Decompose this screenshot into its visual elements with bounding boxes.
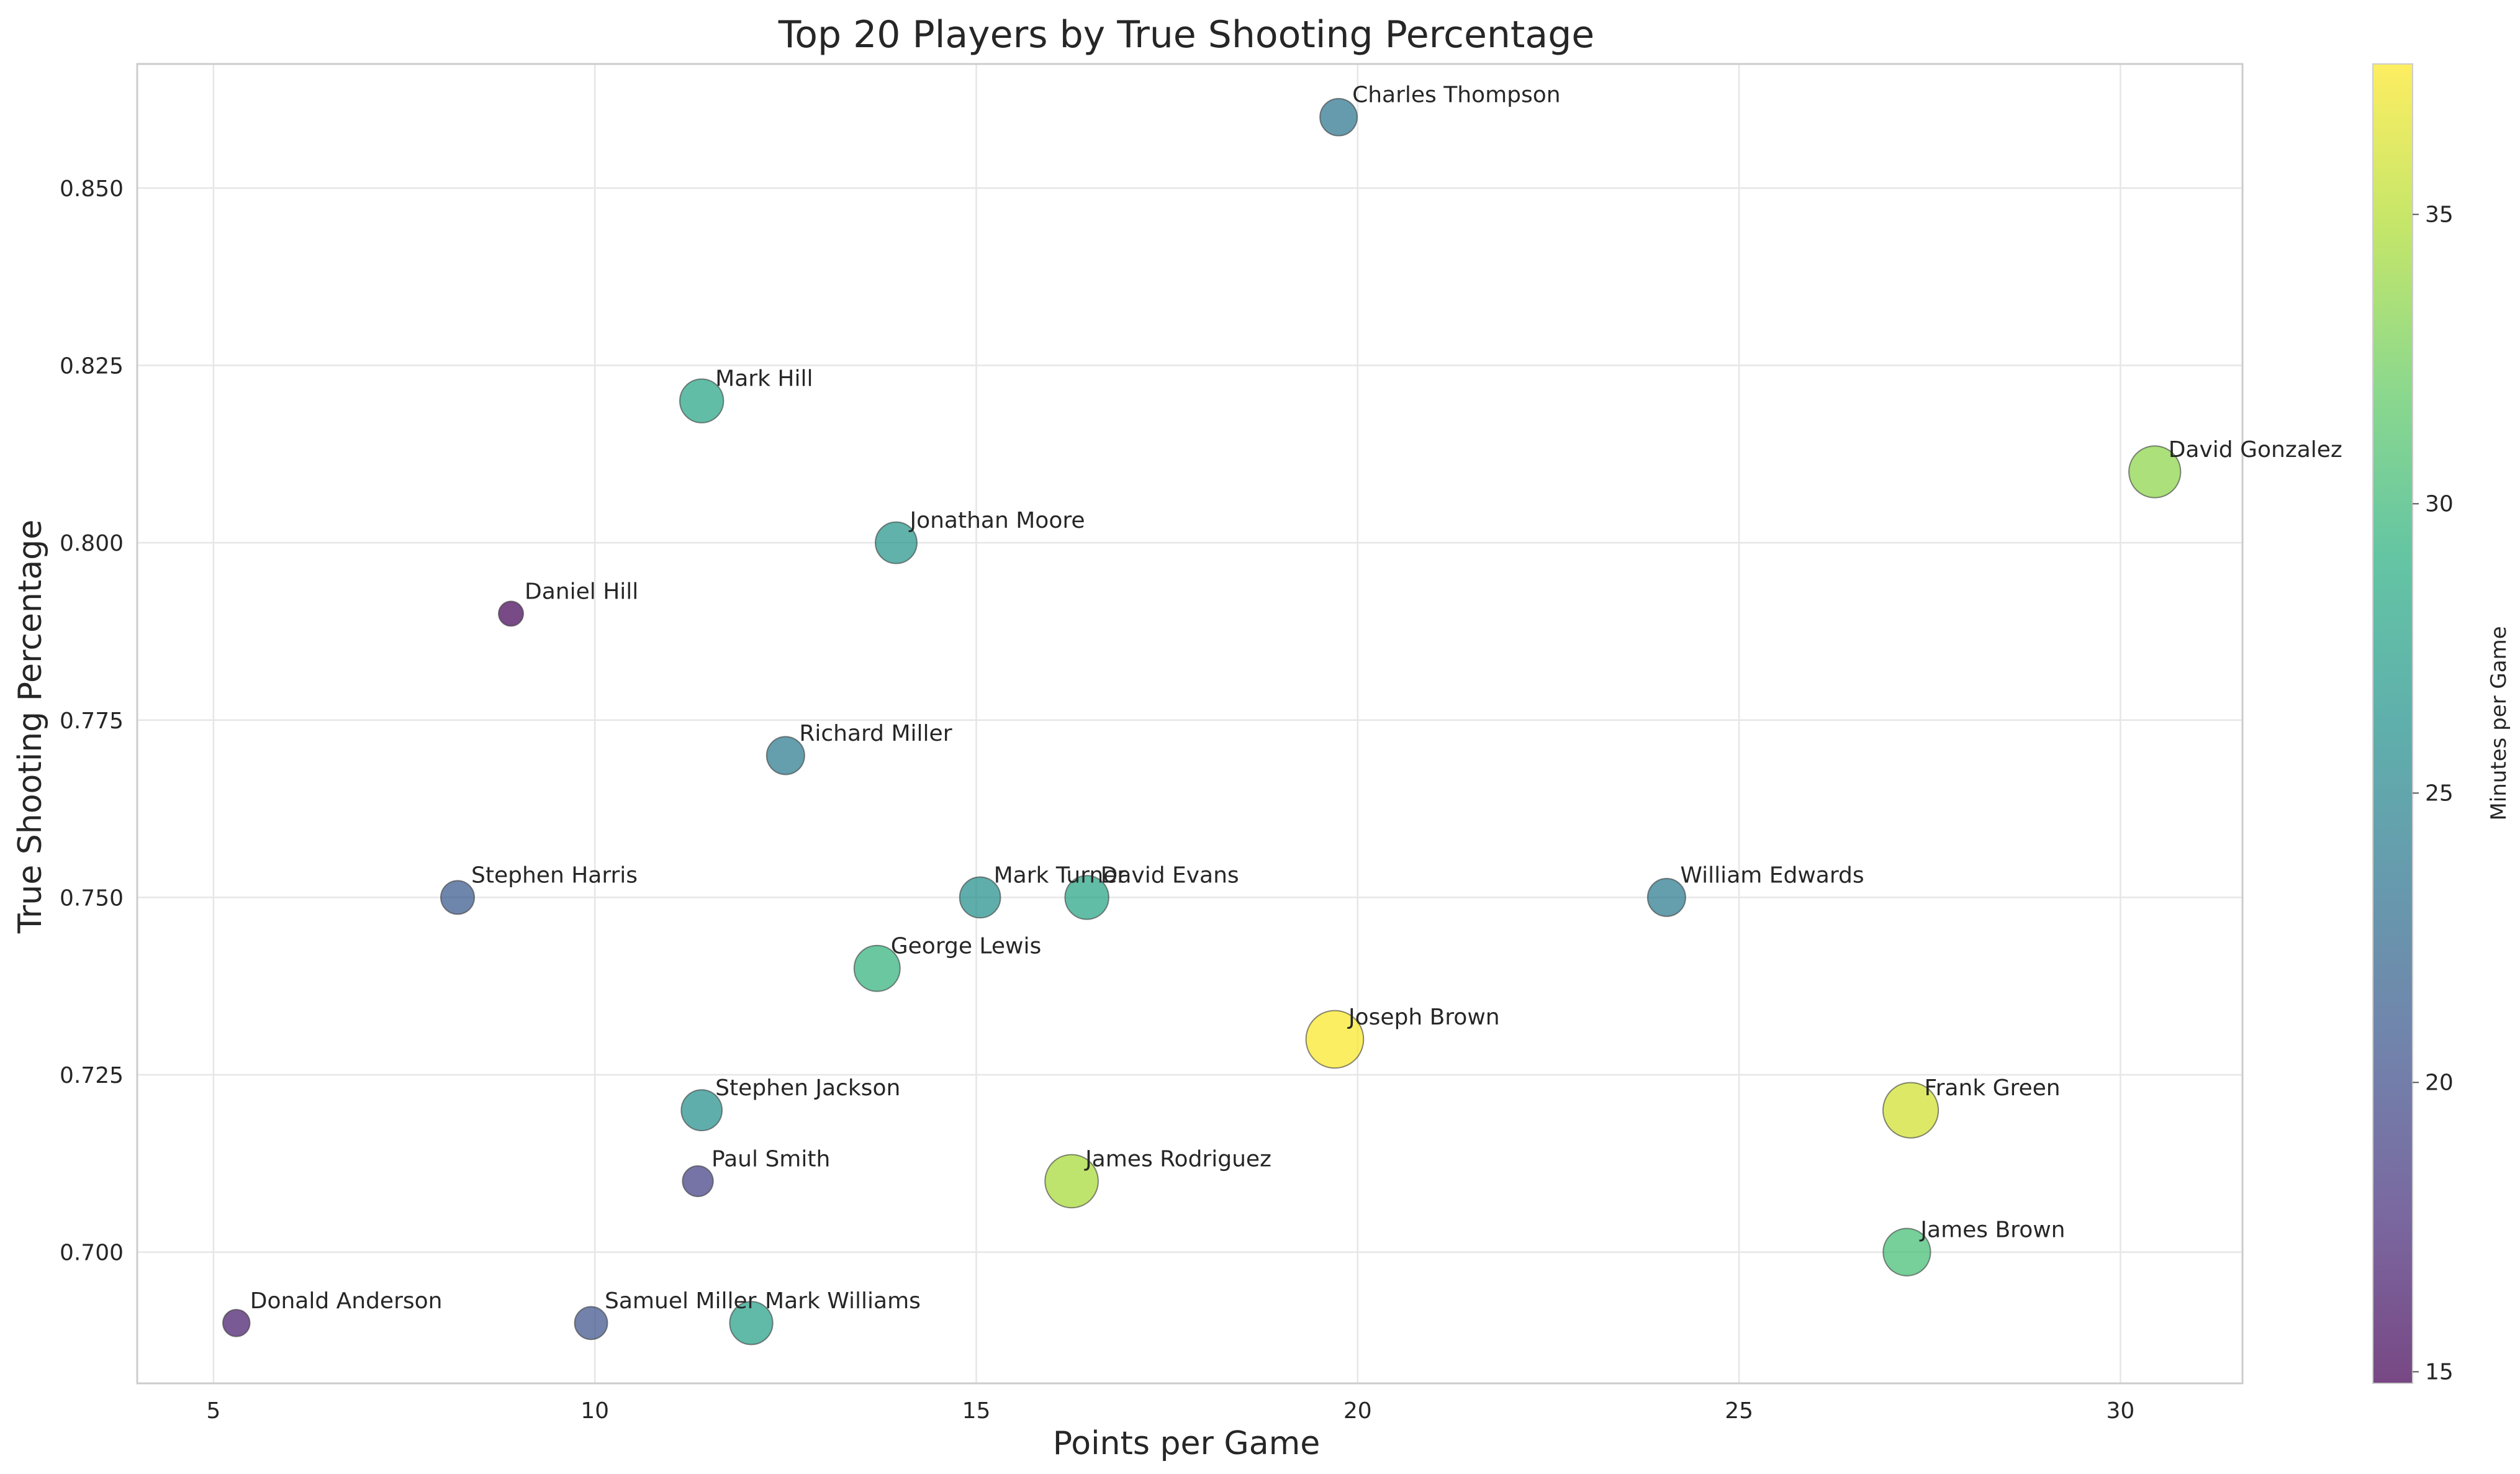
scatter-point (1305, 1010, 1365, 1069)
colorbar-tick-label: 15 (2425, 1359, 2454, 1385)
point-label: Paul Smith (711, 1146, 830, 1172)
grid-lines (137, 64, 2242, 1383)
x-tick-label: 20 (1344, 1398, 1372, 1424)
scatter-point (853, 944, 901, 992)
point-label: Mark Turner (994, 862, 1127, 888)
scatter-point (1064, 875, 1109, 920)
scatter-point (1646, 877, 1686, 917)
point-label: Jonathan Moore (908, 508, 1085, 533)
x-tick-label: 10 (580, 1398, 609, 1424)
colorbar-tick-label: 25 (2425, 780, 2454, 806)
scatter-point (222, 1309, 251, 1337)
point-label: James Brown (1919, 1218, 2065, 1243)
colorbar-ticks: 15 20 25 30 35 (2413, 202, 2454, 1385)
colorbar: 15 20 25 30 35 Minutes per Game (2372, 63, 2511, 1385)
colorbar-tick-label: 35 (2425, 202, 2454, 227)
y-tick-label: 0.800 (60, 531, 124, 556)
y-tick-label: 0.700 (60, 1241, 124, 1266)
colorbar-gradient (2372, 63, 2413, 1384)
y-tick-label: 0.825 (60, 354, 124, 379)
scatter-point (2128, 445, 2182, 499)
point-label: Mark Williams (765, 1288, 921, 1314)
point-label: Mark Hill (715, 366, 813, 392)
x-axis-label: Points per Game (1053, 1425, 1320, 1462)
x-tick-label: 25 (1725, 1398, 1753, 1424)
x-tick-label: 15 (962, 1398, 991, 1424)
x-tick-label: 30 (2107, 1398, 2135, 1424)
point-label: James Rodriguez (1084, 1146, 1271, 1172)
chart-title: Top 20 Players by True Shooting Percenta… (778, 13, 1594, 57)
y-axis-label: True Shooting Percentage (12, 520, 49, 934)
scatter-point (1882, 1228, 1931, 1277)
scatter-point (574, 1306, 608, 1341)
scatter-point (682, 1165, 714, 1198)
point-label: Joseph Brown (1347, 1005, 1500, 1030)
scatter-points (222, 97, 2182, 1345)
point-label: Charles Thompson (1352, 83, 1561, 108)
y-tick-label: 0.775 (60, 708, 124, 734)
point-label: William Edwards (1680, 862, 1864, 888)
scatter-point (1044, 1154, 1099, 1209)
scatter-point (440, 880, 476, 915)
x-tick-label: 5 (206, 1398, 220, 1424)
point-label: David Gonzalez (2169, 437, 2342, 463)
point-label: Stephen Harris (471, 862, 638, 888)
y-tick-label: 0.750 (60, 885, 124, 911)
scatter-point (498, 600, 525, 627)
point-labels: Charles Thompson Mark Hill David Gonzalez J… (250, 83, 2342, 1314)
point-label: George Lewis (891, 934, 1041, 959)
colorbar-tick-label: 30 (2425, 491, 2454, 517)
y-tick-label: 0.725 (60, 1063, 124, 1088)
point-label: Frank Green (1925, 1075, 2061, 1101)
y-axis-ticks: 0.700 0.725 0.750 0.775 0.800 0.825 0.850 (60, 176, 124, 1266)
scatter-point (680, 1089, 723, 1132)
point-label: Samuel Miller (605, 1288, 757, 1314)
point-label: Donald Anderson (250, 1288, 443, 1314)
colorbar-tick-label: 20 (2425, 1070, 2454, 1095)
point-label: David Evans (1101, 862, 1239, 888)
scatter-point (1319, 97, 1358, 137)
scatter-point (679, 378, 725, 423)
point-label: Stephen Jackson (715, 1075, 900, 1101)
scatter-point (1882, 1082, 1940, 1139)
scatter-point (765, 736, 805, 775)
colorbar-label: Minutes per Game (2486, 626, 2511, 820)
scatter-point (729, 1301, 774, 1345)
point-label: Richard Miller (799, 721, 952, 746)
point-label: Daniel Hill (525, 579, 638, 604)
scatter-point (875, 521, 918, 564)
x-axis-ticks: 5 10 15 20 25 30 (206, 1398, 2134, 1424)
scatter-point (959, 876, 1001, 919)
plot-area-frame (136, 63, 2244, 1385)
y-tick-label: 0.850 (60, 176, 124, 202)
